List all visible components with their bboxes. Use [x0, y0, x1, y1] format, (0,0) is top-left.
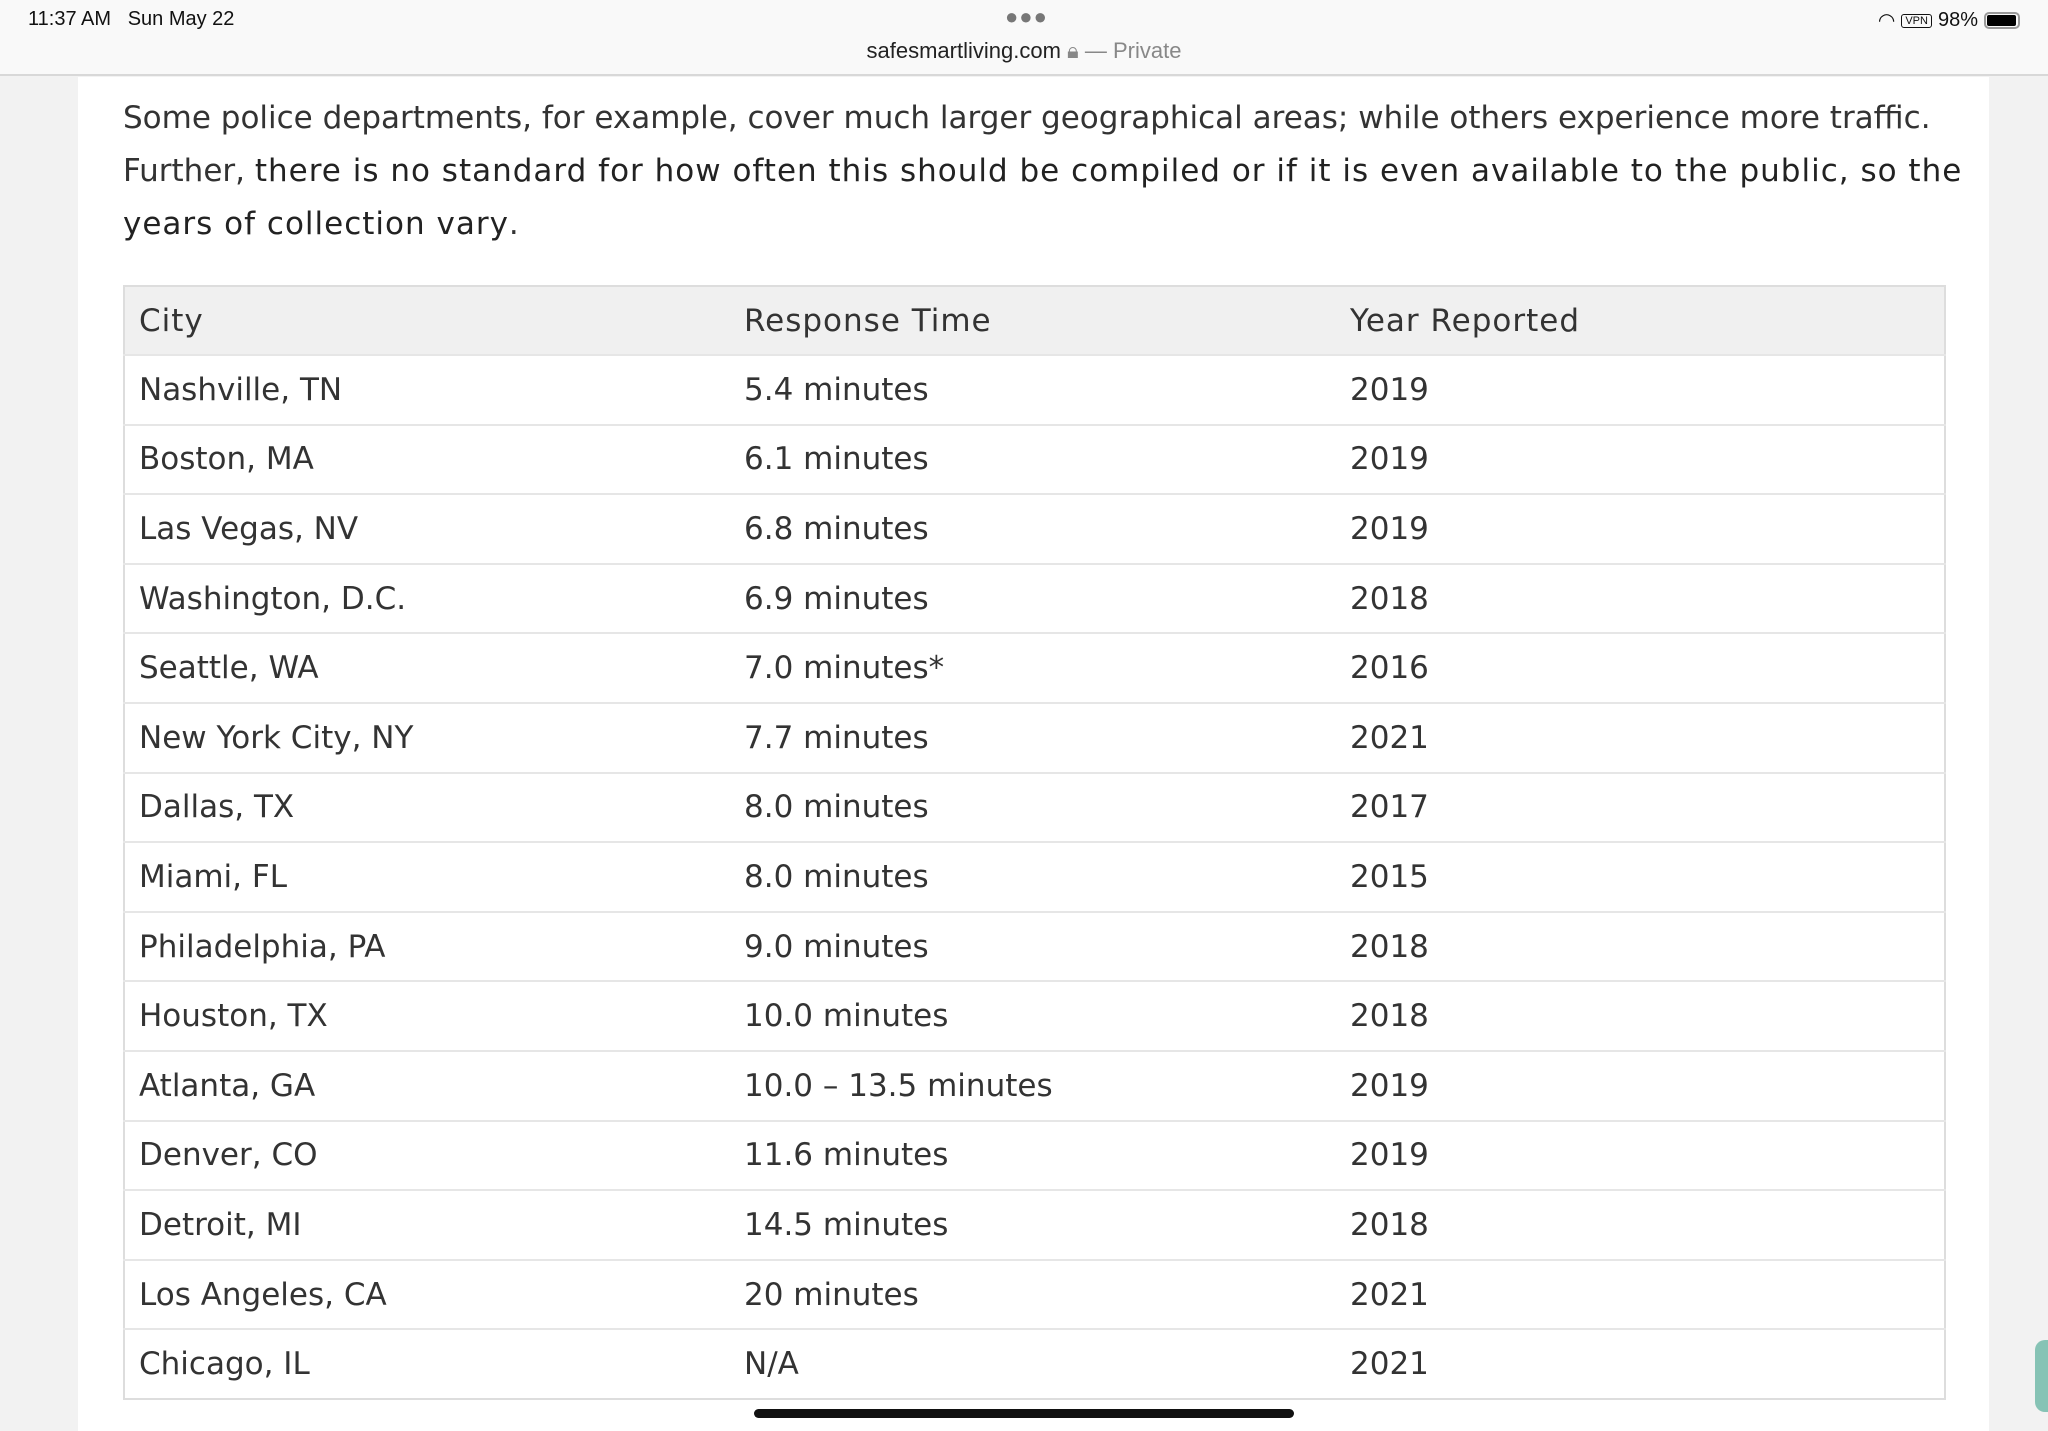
cell-year: 2018: [1336, 980, 1945, 1051]
cell-city: Seattle, WA: [124, 632, 730, 703]
more-dots-icon[interactable]: ●●●: [1005, 4, 1048, 29]
cell-response-time: 6.1 minutes: [730, 423, 1336, 495]
scroll-tab[interactable]: [2035, 1340, 2048, 1412]
cell-year: 2019: [1336, 354, 1945, 425]
cell-response-time: 14.5 minutes: [730, 1189, 1336, 1260]
home-indicator[interactable]: [754, 1409, 1294, 1418]
cell-year: 2015: [1336, 841, 1945, 912]
table-row: Seattle, WA 7.0 minutes* 2016: [124, 632, 1945, 703]
cell-response-time: 11.6 minutes: [730, 1119, 1336, 1191]
cell-year: 2021: [1336, 1258, 1945, 1330]
cell-city: Los Angeles, CA: [124, 1258, 730, 1330]
cell-response-time: 5.4 minutes: [730, 354, 1336, 425]
cell-city: Denver, CO: [124, 1119, 730, 1191]
response-time-table: City Response Time Year Reported Nashvil…: [123, 285, 1946, 1400]
wifi-icon: ◠: [1877, 10, 1896, 32]
header-response-time: Response Time: [730, 286, 1336, 355]
header-year: Year Reported: [1336, 286, 1945, 355]
lock-icon: 🔒︎: [1067, 38, 1079, 63]
cell-year: 2018: [1336, 1189, 1945, 1260]
cell-response-time: 7.0 minutes*: [730, 632, 1336, 703]
table-row: New York City, NY 7.7 minutes 2021: [124, 701, 1945, 773]
cell-city: Chicago, IL: [124, 1328, 730, 1399]
table-row: Los Angeles, CA 20 minutes 2021: [124, 1258, 1945, 1330]
table-row: Detroit, MI 14.5 minutes 2018: [124, 1189, 1945, 1260]
cell-response-time: 10.0 – 13.5 minutes: [730, 1049, 1336, 1121]
intro-paragraph: Some police departments, for example, co…: [123, 100, 1963, 242]
cell-year: 2016: [1336, 632, 1945, 703]
cell-response-time: 7.7 minutes: [730, 701, 1336, 773]
cell-city: Philadelphia, PA: [124, 910, 730, 982]
cell-city: Boston, MA: [124, 423, 730, 495]
table-header-row: City Response Time Year Reported: [124, 286, 1945, 355]
cell-city: Las Vegas, NV: [124, 493, 730, 564]
cell-city: Dallas, TX: [124, 771, 730, 843]
cell-year: 2018: [1336, 910, 1945, 982]
cell-year: 2021: [1336, 1328, 1945, 1399]
table-row: Philadelphia, PA 9.0 minutes 2018: [124, 910, 1945, 982]
table-row: Boston, MA 6.1 minutes 2019: [124, 423, 1945, 495]
cell-year: 2021: [1336, 701, 1945, 773]
cell-response-time: 20 minutes: [730, 1258, 1336, 1330]
cell-response-time: 9.0 minutes: [730, 910, 1336, 982]
table-row: Nashville, TN 5.4 minutes 2019: [124, 354, 1945, 425]
table-row: Atlanta, GA 10.0 – 13.5 minutes 2019: [124, 1049, 1945, 1121]
battery-icon: [1984, 12, 2020, 29]
cell-response-time: 6.9 minutes: [730, 562, 1336, 634]
cell-city: Miami, FL: [124, 841, 730, 912]
cell-city: Nashville, TN: [124, 354, 730, 425]
address-bar[interactable]: safesmartliving.com 🔒︎ — Private: [0, 38, 2048, 64]
table-row: Denver, CO 11.6 minutes 2019: [124, 1119, 1945, 1191]
cell-year: 2019: [1336, 1049, 1945, 1121]
table-row: Dallas, TX 8.0 minutes 2017: [124, 771, 1945, 843]
battery-percent: 98%: [1937, 9, 1978, 31]
cell-year: 2019: [1336, 493, 1945, 564]
vpn-badge: VPN: [1901, 13, 1932, 28]
cell-response-time: 10.0 minutes: [730, 980, 1336, 1051]
cell-year: 2018: [1336, 562, 1945, 634]
cell-city: Washington, D.C.: [124, 562, 730, 634]
cell-year: 2019: [1336, 1119, 1945, 1191]
table-row: Washington, D.C. 6.9 minutes 2018: [124, 562, 1945, 634]
cell-year: 2019: [1336, 423, 1945, 495]
status-bar: 11:37 AM Sun May 22 ●●● safesmartliving.…: [0, 0, 2048, 76]
private-label: — Private: [1084, 38, 1182, 63]
cell-response-time: N/A: [730, 1328, 1336, 1399]
table-row: Miami, FL 8.0 minutes 2015: [124, 841, 1945, 912]
cell-response-time: 8.0 minutes: [730, 771, 1336, 843]
table-row: Chicago, IL N/A 2021: [124, 1328, 1945, 1399]
cell-response-time: 8.0 minutes: [730, 841, 1336, 912]
cell-city: New York City, NY: [124, 701, 730, 773]
table-row: Las Vegas, NV 6.8 minutes 2019: [124, 493, 1945, 564]
cell-response-time: 6.8 minutes: [730, 493, 1336, 564]
cell-city: Houston, TX: [124, 980, 730, 1051]
intro-bold: there is no standard for how often this …: [123, 153, 1963, 242]
page-content: Some police departments, for example, co…: [78, 77, 1989, 1431]
cell-city: Detroit, MI: [124, 1189, 730, 1260]
cell-year: 2017: [1336, 771, 1945, 843]
table-row: Houston, TX 10.0 minutes 2018: [124, 980, 1945, 1051]
cell-city: Atlanta, GA: [124, 1049, 730, 1121]
status-time: 11:37 AM Sun May 22: [28, 8, 235, 30]
url-text: safesmartliving.com: [866, 38, 1061, 63]
header-city: City: [124, 286, 730, 355]
